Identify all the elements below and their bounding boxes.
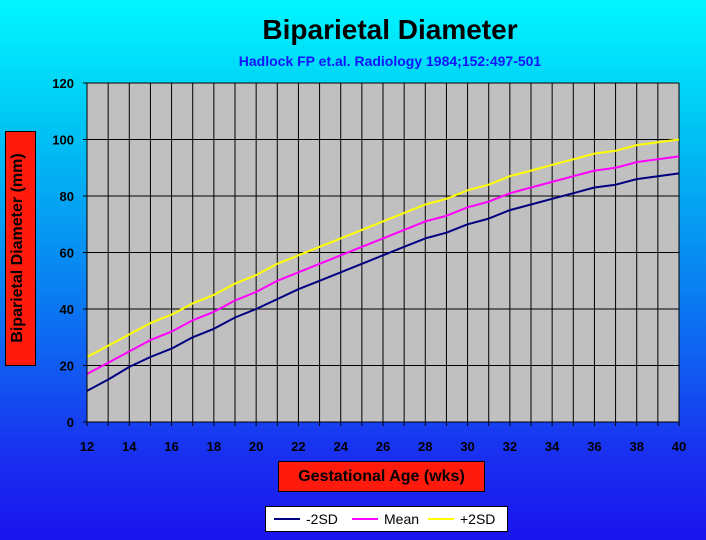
y-tick-label: 20	[60, 359, 74, 374]
x-axis-label: Gestational Age (wks)	[278, 461, 485, 492]
legend-label-minus2sd: -2SD	[306, 511, 338, 527]
x-tick-label: 28	[418, 439, 432, 454]
legend-swatch-minus2sd	[274, 518, 300, 520]
legend: -2SD Mean +2SD	[265, 506, 508, 532]
legend-item-minus2sd: -2SD	[274, 507, 338, 531]
y-tick-label: 100	[52, 133, 74, 148]
x-tick-label: 30	[460, 439, 474, 454]
x-tick-label: 18	[207, 439, 221, 454]
y-axis-label-box	[5, 131, 36, 366]
x-tick-label: 38	[629, 439, 643, 454]
legend-swatch-mean	[352, 518, 378, 520]
y-tick-label: 0	[67, 415, 74, 430]
x-tick-label: 24	[333, 439, 348, 454]
x-tick-label: 32	[503, 439, 517, 454]
legend-swatch-plus2sd	[428, 518, 454, 520]
y-tick-label: 80	[60, 189, 74, 204]
x-tick-label: 26	[376, 439, 390, 454]
series-line-0	[86, 172, 680, 392]
series-line-1	[86, 155, 680, 375]
x-tick-label: 22	[291, 439, 305, 454]
legend-label-mean: Mean	[384, 511, 420, 527]
y-tick-label: 60	[60, 246, 74, 261]
y-tick-label: 120	[52, 76, 74, 91]
legend-label-plus2sd: +2SD	[460, 511, 496, 527]
x-tick-label: 12	[80, 439, 94, 454]
legend-item-plus2sd: +2SD	[428, 507, 495, 531]
x-tick-label: 34	[545, 439, 560, 454]
series-line-2	[86, 138, 680, 358]
x-tick-label: 20	[249, 439, 263, 454]
x-tick-label: 16	[164, 439, 178, 454]
x-tick-label: 36	[587, 439, 601, 454]
y-tick-label: 40	[60, 302, 74, 317]
chart-title: Biparietal Diameter	[262, 14, 518, 45]
x-tick-label: 14	[122, 439, 137, 454]
x-tick-label: 40	[672, 439, 686, 454]
legend-item-mean: Mean	[352, 507, 419, 531]
chart-subtitle: Hadlock FP et.al. Radiology 1984;152:497…	[238, 53, 542, 69]
